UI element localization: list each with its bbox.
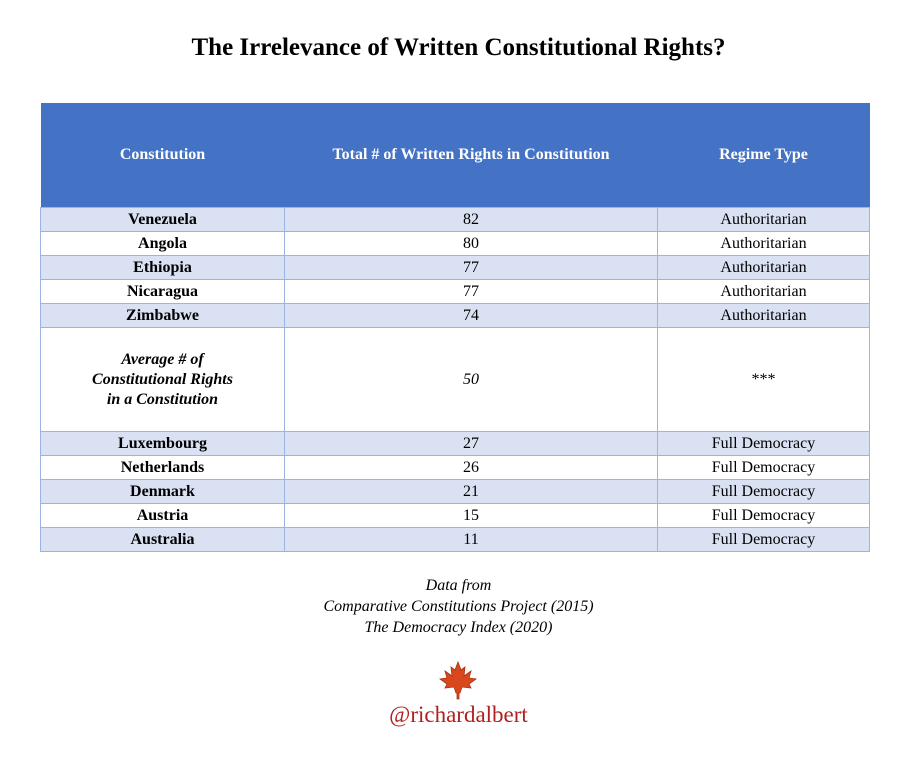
table-row: Zimbabwe 74 Authoritarian [40,303,870,328]
table-row: Austria 15 Full Democracy [40,503,870,528]
table-cell: 15 [284,503,658,528]
table-cell: Full Democracy [657,503,870,528]
table-cell: Venezuela [40,207,285,232]
table-cell: 77 [284,255,658,280]
table-cell: 80 [284,231,658,256]
table-row: Australia 11 Full Democracy [40,527,870,552]
table-cell: 74 [284,303,658,328]
cell-line: Constitutional Rights [92,370,233,388]
table-cell: Austria [40,503,285,528]
table-row: Ethiopia 77 Authoritarian [40,255,870,280]
table-row: Netherlands 26 Full Democracy [40,455,870,480]
table-cell: 21 [284,479,658,504]
table-cell: Full Democracy [657,527,870,552]
table-cell: Average # of Constitutional Rights in a Co… [40,327,285,432]
title: The Irrelevance of Written Constitutiona… [191,34,726,61]
table-row: Venezuela 82 Authoritarian [40,207,870,232]
table-row: Average # of Constitutional Rights in a Co… [40,327,870,432]
table-cell: Nicaragua [40,279,285,304]
source-line: Data from [425,577,492,594]
table-cell: Full Democracy [657,431,870,456]
table-cell: Luxembourg [40,431,285,456]
table-cell: 26 [284,455,658,480]
table-row: Angola 80 Authoritarian [40,231,870,256]
table-cell: Authoritarian [657,207,870,232]
table-cell: 50 [284,327,658,432]
table-cell: Full Democracy [657,479,870,504]
table-cell: Authoritarian [657,303,870,328]
table-row: Denmark 21 Full Democracy [40,479,870,504]
table-cell: Netherlands [40,455,285,480]
table-row: Luxembourg 27 Full Democracy [40,431,870,456]
header-row: Constitution Total # of Written Rights in… [40,103,870,208]
cell-line: in a Constitution [106,390,219,408]
table-cell: *** [657,327,870,432]
table-cell: Full Democracy [657,455,870,480]
author-handle: @richardalbert [389,702,528,727]
column-header: Regime Type [657,103,870,208]
column-header: Total # of Written Rights in Constitutio… [284,103,658,208]
table-cell: Australia [40,527,285,552]
table-cell: 82 [284,207,658,232]
table-cell: Denmark [40,479,285,504]
table-cell: 27 [284,431,658,456]
column-header: Constitution [40,103,285,208]
cell-line: Average # of [121,350,204,368]
table-cell: Angola [40,231,285,256]
maple-leaf-icon [438,660,478,700]
table-cell: Ethiopia [40,255,285,280]
table-cell: Authoritarian [657,255,870,280]
data-table: Constitution Total # of Written Rights in… [40,103,870,552]
table-cell: 11 [284,527,658,552]
source-note: Data from Comparative Constitutions Proje… [0,575,917,638]
table-cell: Authoritarian [657,231,870,256]
table-cell: Zimbabwe [40,303,285,328]
table-row: Nicaragua 77 Authoritarian [40,279,870,304]
source-line: The Democracy Index (2020) [364,619,553,636]
table-cell: Authoritarian [657,279,870,304]
table-cell: 77 [284,279,658,304]
source-line: Comparative Constitutions Project (2015) [323,598,594,615]
